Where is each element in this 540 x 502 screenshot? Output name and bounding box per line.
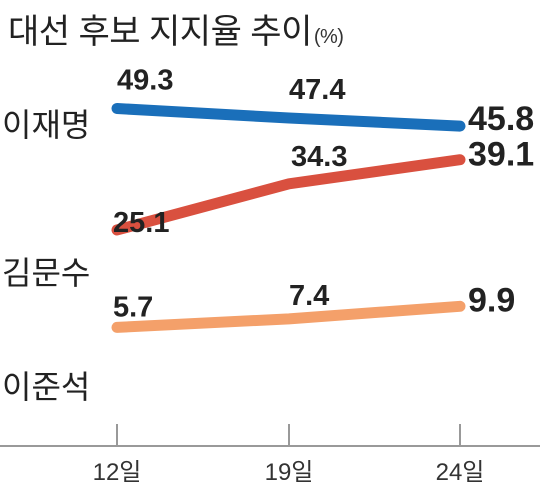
- data-label: 9.9: [468, 281, 515, 319]
- series-line: [111, 103, 466, 132]
- data-label: 25.1: [113, 207, 169, 239]
- data-label: 49.3: [117, 65, 173, 97]
- chart-title: 대선 후보 지지율 추이 (%): [8, 4, 344, 53]
- x-tick-label: 12일: [93, 459, 142, 486]
- data-label: 45.8: [468, 100, 534, 138]
- series-line: [111, 154, 466, 236]
- data-label: 7.4: [289, 280, 329, 312]
- data-label: 47.4: [289, 74, 345, 106]
- data-label: 39.1: [468, 136, 534, 174]
- chart-title-text: 대선 후보 지지율 추이: [8, 13, 312, 51]
- x-tick-label: 19일: [265, 459, 314, 486]
- x-tick-label: 24일: [436, 459, 485, 486]
- series-name-label: 김문수: [2, 255, 90, 291]
- series-line: [111, 300, 466, 333]
- data-label: 34.3: [291, 141, 347, 173]
- series-name-label: 이준석: [2, 369, 90, 405]
- chart-unit: (%): [313, 26, 344, 48]
- data-label: 5.7: [113, 291, 153, 323]
- series-name-label: 이재명: [2, 107, 90, 143]
